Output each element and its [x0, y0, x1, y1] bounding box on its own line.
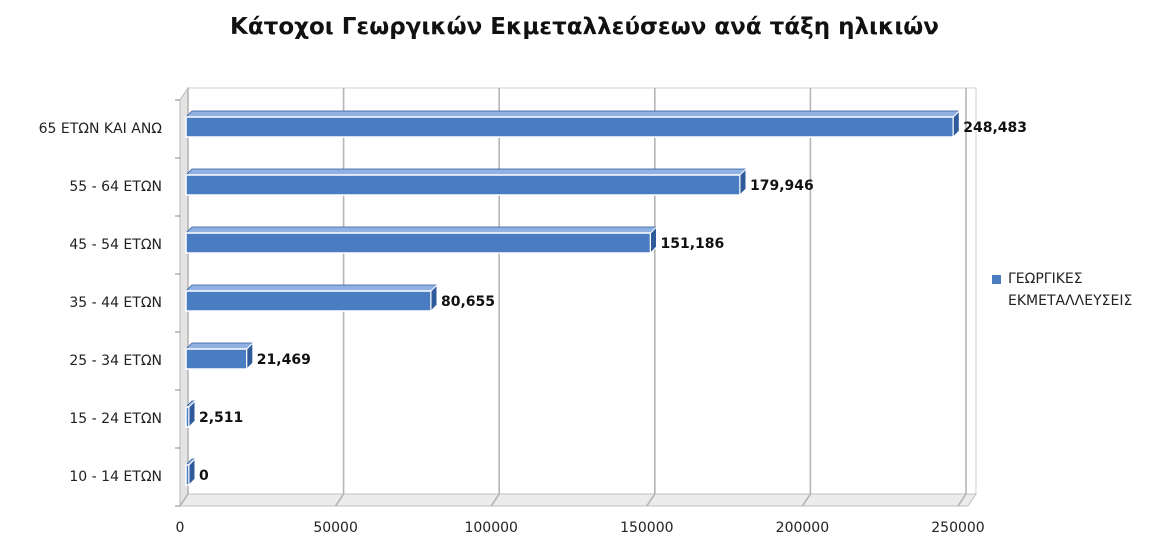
bars — [185, 109, 961, 487]
bar-end — [246, 341, 254, 371]
bar-top — [185, 226, 658, 234]
legend-label: ΓΕΩΡΓΙΚΕΣ ΕΚΜΕΤΑΛΛΕΥΣΕΙΣ — [1008, 271, 1133, 309]
bar-top — [185, 110, 961, 118]
category-label: 55 - 64 ΕΤΩΝ — [69, 179, 162, 195]
data-label: 2,511 — [199, 410, 243, 426]
bar — [185, 116, 955, 138]
bar-end — [739, 167, 747, 197]
bar-end — [430, 283, 438, 313]
x-tick-label: 100000 — [464, 520, 517, 536]
x-tick-label: 50000 — [313, 520, 358, 536]
category-labels: 65 ΕΤΩΝ ΚΑΙ ΑΝΩ 55 - 64 ΕΤΩΝ 45 - 54 ΕΤΩΝ 3… — [39, 121, 163, 485]
category-label: 65 ΕΤΩΝ ΚΑΙ ΑΝΩ — [39, 121, 163, 137]
data-labels: 248,483 179,946 151,186 80,655 21,469 2,511 0 — [199, 120, 1027, 484]
bar-end — [952, 109, 960, 139]
category-label: 35 - 44 ΕΤΩΝ — [69, 295, 162, 311]
bar-end — [649, 225, 657, 255]
gridline-floor — [957, 493, 967, 507]
bar — [185, 232, 652, 254]
gridline-floor — [179, 493, 189, 507]
chart-title: Κάτοχοι Γεωργικών Εκμεταλλεύσεων ανά τάξ… — [230, 14, 939, 40]
floor — [179, 493, 977, 507]
legend-swatch — [992, 275, 1001, 284]
bar — [185, 174, 741, 196]
bar-top — [185, 284, 438, 292]
data-label: 0 — [199, 468, 209, 484]
data-label: 151,186 — [660, 236, 724, 252]
legend: ΓΕΩΡΓΙΚΕΣ ΕΚΜΕΤΑΛΛΕΥΣΕΙΣ — [992, 268, 1168, 312]
x-tick-label: 200000 — [776, 520, 829, 536]
bar-end — [188, 457, 196, 487]
x-tick-labels: 0 50000 100000 150000 200000 250000 — [176, 520, 985, 536]
data-label: 80,655 — [441, 294, 495, 310]
bar-top — [185, 168, 747, 176]
x-tick-label: 0 — [176, 520, 185, 536]
category-label: 10 - 14 ΕΤΩΝ — [69, 469, 162, 485]
data-label: 179,946 — [750, 178, 814, 194]
bar — [185, 290, 432, 312]
x-tick-label: 250000 — [931, 520, 984, 536]
bar-top — [185, 342, 254, 350]
data-label: 21,469 — [257, 352, 311, 368]
gridline-floor — [490, 493, 500, 507]
data-label: 248,483 — [963, 120, 1027, 136]
category-label: 45 - 54 ΕΤΩΝ — [69, 237, 162, 253]
category-label: 25 - 34 ΕΤΩΝ — [69, 353, 162, 369]
x-tick-label: 150000 — [620, 520, 673, 536]
gridline-floor — [646, 493, 656, 507]
bar — [185, 348, 248, 370]
gridline-floor — [801, 493, 812, 507]
gridline-floor — [334, 493, 345, 507]
bar-end — [188, 399, 196, 429]
category-label: 15 - 24 ΕΤΩΝ — [69, 411, 162, 427]
